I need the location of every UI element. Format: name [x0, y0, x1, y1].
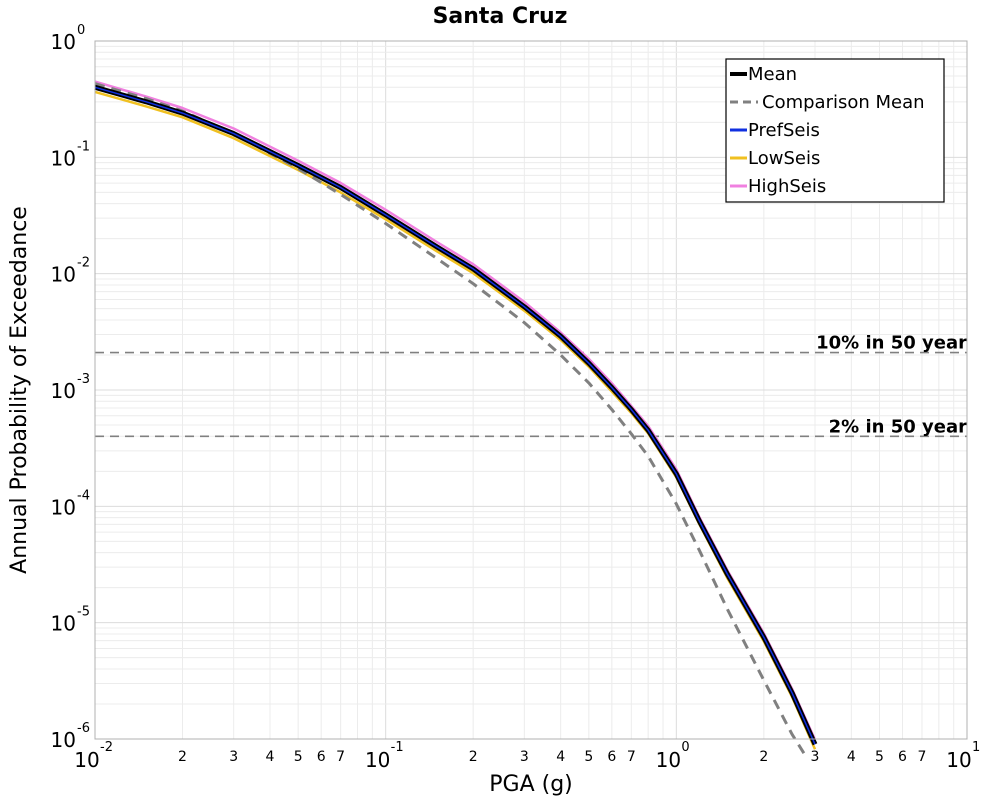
x-minor-tick-label: 7 [336, 749, 345, 765]
reference-lines: 10% in 50 year 2% in 50 year [95, 333, 967, 437]
y-tick-label: 10 -1 [51, 139, 90, 170]
svg-text:10: 10 [51, 379, 76, 403]
y-tick-label: 10 -3 [51, 372, 90, 403]
y-tick-label: 10 -6 [51, 721, 90, 752]
x-minor-tick-label: 6 [898, 749, 907, 765]
series-lines [94, 80, 818, 758]
svg-text:0: 0 [77, 23, 85, 38]
x-minor-tick-label: 7 [627, 749, 636, 765]
x-minor-tick-label: 2 [178, 749, 187, 765]
legend-label: LowSeis [748, 148, 820, 169]
legend: Mean Comparison Mean PrefSeis LowSeis HighSe… [725, 58, 945, 203]
svg-text:0: 0 [681, 740, 689, 755]
x-minor-tick-label: 3 [229, 749, 238, 765]
legend-label: Mean [748, 64, 797, 85]
chart-title: Santa Cruz [433, 4, 568, 29]
legend-item: LowSeis [730, 148, 820, 169]
x-tick-label: 10-1 [365, 740, 404, 772]
x-minor-tick-label: 4 [556, 749, 565, 765]
reference-line-label: 10% in 50 year [816, 333, 967, 354]
svg-text:-2: -2 [100, 740, 113, 755]
legend-box [725, 58, 945, 203]
svg-text:10: 10 [51, 728, 76, 752]
grid [94, 41, 967, 740]
svg-text:-4: -4 [77, 488, 90, 503]
x-minor-tick-label: 3 [520, 749, 529, 765]
y-tick-label: 10 0 [51, 23, 86, 54]
x-tick-label: 100 [656, 740, 690, 772]
svg-text:-6: -6 [77, 721, 90, 736]
x-minor-tick-label: 7 [918, 749, 927, 765]
svg-text:-1: -1 [391, 740, 404, 755]
legend-item: Comparison Mean [730, 92, 925, 113]
series-line-prefseis [94, 86, 816, 745]
svg-text:10: 10 [946, 748, 971, 772]
svg-text:10: 10 [365, 748, 390, 772]
svg-text:10: 10 [74, 748, 99, 772]
x-minor-tick-label: 2 [759, 749, 768, 765]
x-axis-label: PGA (g) [489, 772, 573, 797]
legend-label: HighSeis [748, 176, 826, 197]
x-tick-label: 101 [946, 740, 980, 772]
y-tick-label: 10 -2 [51, 256, 90, 287]
reference-line-label: 2% in 50 year [829, 416, 967, 437]
x-minor-tick-label: 4 [847, 749, 856, 765]
svg-text:-5: -5 [77, 605, 90, 620]
svg-text:10: 10 [51, 612, 76, 636]
x-minor-tick-label: 6 [317, 749, 326, 765]
x-tick-label: 10-2 [74, 740, 113, 772]
y-axis-label: Annual Probability of Exceedance [7, 206, 32, 574]
x-minor-tick-label: 5 [584, 749, 593, 765]
svg-text:-3: -3 [77, 372, 90, 387]
legend-item: PrefSeis [730, 120, 820, 141]
svg-text:10: 10 [656, 748, 681, 772]
svg-text:10: 10 [51, 30, 76, 54]
svg-text:10: 10 [51, 495, 76, 519]
x-minor-tick-label: 3 [811, 749, 820, 765]
svg-text:10: 10 [51, 146, 76, 170]
x-minor-tick-label: 5 [875, 749, 884, 765]
y-tick-label: 10 -4 [51, 488, 90, 519]
x-minor-tick-label: 4 [266, 749, 275, 765]
x-minor-tick-label: 6 [607, 749, 616, 765]
legend-item: Mean [730, 64, 797, 85]
y-tick-label: 10 -5 [51, 605, 90, 636]
x-minor-tick-label: 5 [294, 749, 303, 765]
svg-text:-2: -2 [77, 256, 90, 271]
svg-text:-1: -1 [77, 139, 90, 154]
legend-item: HighSeis [730, 176, 826, 197]
legend-label: Comparison Mean [762, 92, 925, 113]
svg-text:1: 1 [972, 740, 980, 755]
x-minor-tick-label: 2 [469, 749, 478, 765]
svg-text:10: 10 [51, 263, 76, 287]
plot-frame [94, 40, 968, 740]
legend-label: PrefSeis [748, 120, 820, 141]
